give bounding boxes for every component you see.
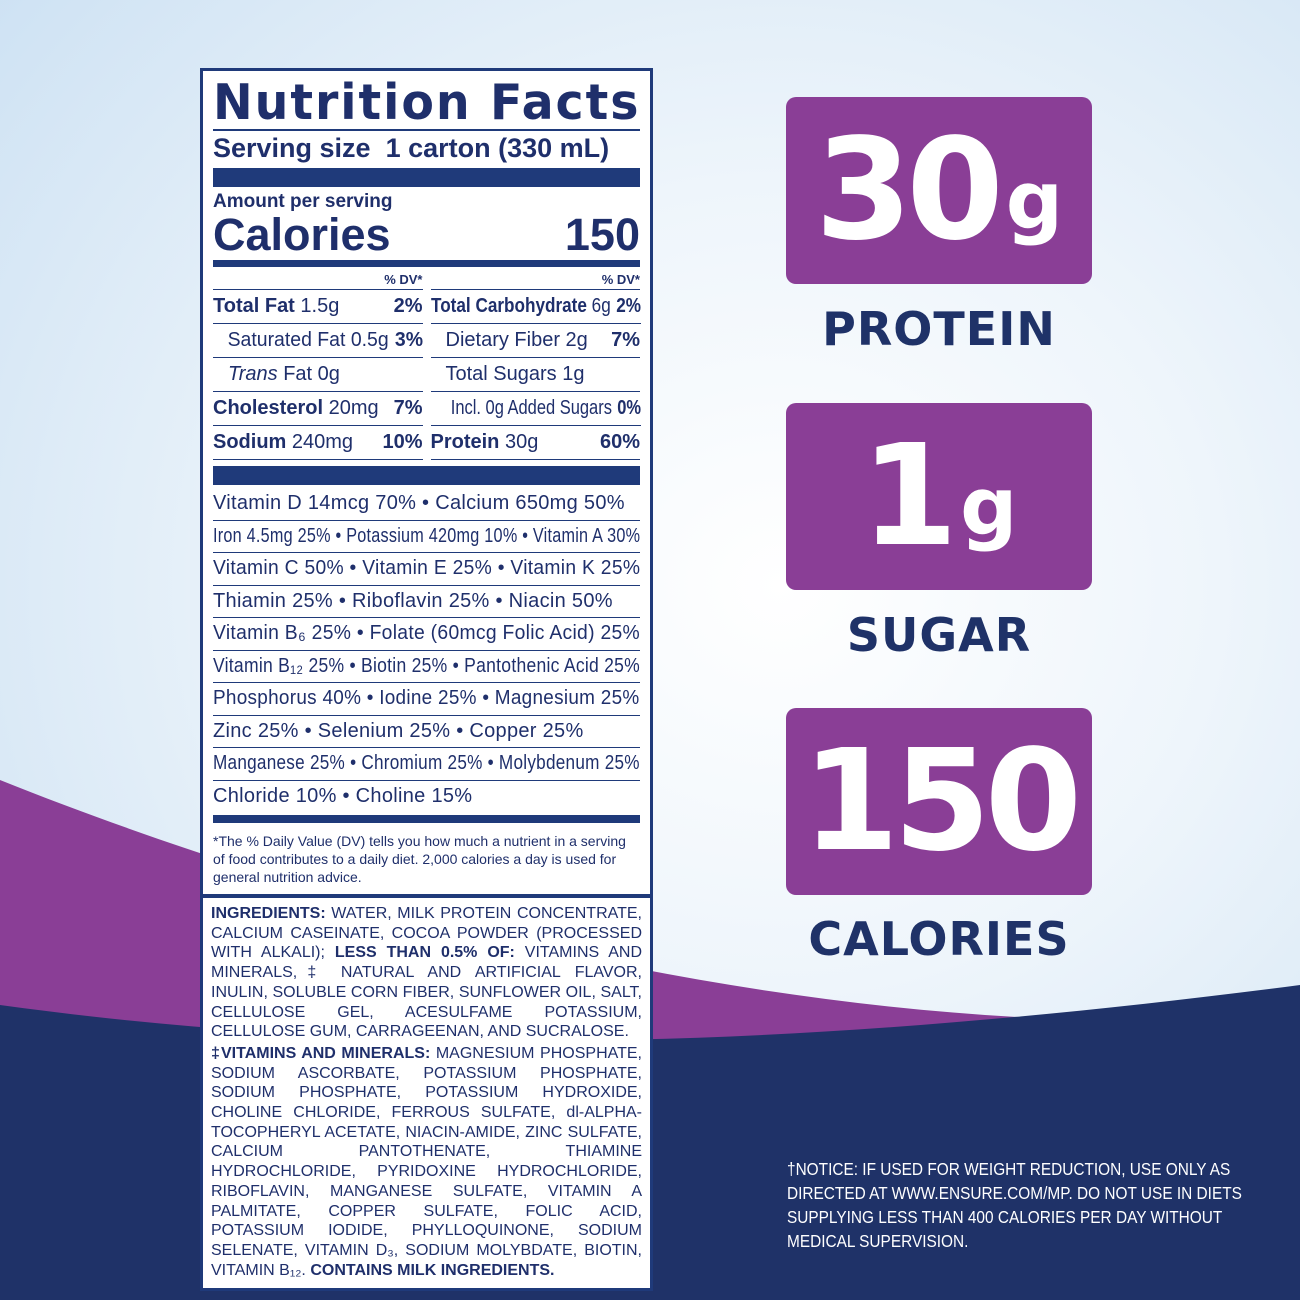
- vitamin-row: Thiamin 25% • Riboflavin 25% • Niacin 50…: [213, 586, 640, 618]
- calories-value: 150: [564, 209, 640, 260]
- nutrient-dv: 7%: [393, 397, 423, 419]
- sugar-label: SUGAR: [846, 608, 1032, 662]
- nutrient-row: Sodium 240mg 10%: [213, 426, 423, 460]
- nutrient-label: Saturated Fat: [227, 329, 346, 351]
- nutrient-label: Dietary Fiber: [445, 329, 560, 351]
- allergen-statement: CONTAINS MILK INGREDIENTS.: [310, 1261, 555, 1279]
- nutrient-row: Saturated Fat 0.5g 3%: [213, 324, 423, 358]
- dv-header: % DV*: [430, 271, 640, 290]
- nutrient-dv: 3%: [394, 329, 423, 351]
- vitamin-row: Vitamin B₁₂ 25% • Biotin 25% • Pantothen…: [213, 651, 640, 683]
- dv-header: % DV*: [213, 271, 423, 290]
- thick-divider: [213, 815, 640, 823]
- nutrient-amount: 30g: [504, 431, 539, 453]
- nutrient-dv: 0%: [616, 397, 641, 419]
- nutrient-label: Protein: [430, 431, 500, 453]
- vitamin-row: Chloride 10% • Choline 15%: [213, 784, 473, 807]
- nutrient-dv: 7%: [611, 329, 640, 351]
- nutrient-name: Total Carbohydrate 6g: [431, 290, 611, 323]
- nutrient-dv: 10%: [382, 431, 423, 453]
- nutrient-row: Cholesterol 20mg 7%: [213, 392, 423, 426]
- ingredients-panel: INGREDIENTS: WATER, MILK PROTEIN CONCENT…: [203, 894, 650, 1288]
- vitamin-row: Vitamin D 14mcg 70% • Calcium 650mg 50%: [213, 488, 640, 521]
- right-column: % DV* Total Carbohydrate 6g 2% Dietary Fibe…: [430, 267, 641, 460]
- nutrient-amount: 240mg: [291, 431, 354, 453]
- calories-badge: 150: [786, 708, 1092, 895]
- calories-badge-label: CALORIES: [808, 912, 1070, 966]
- vitamin-row: Vitamin B₆ 25% • Folate (60mcg Folic Aci…: [213, 618, 640, 651]
- vitamin-row: Manganese 25% • Chromium 25% • Molybdenu…: [213, 748, 640, 781]
- less-than-label: LESS THAN 0.5% OF:: [334, 944, 515, 962]
- nutrient-name: Total Fat 1.5g: [213, 290, 339, 323]
- left-column: % DV* Total Fat 1.5g 2% Saturated Fat 0.5g 3…: [213, 267, 423, 460]
- nutrient-label: Incl. 0g Added Sugars: [450, 397, 612, 419]
- weight-reduction-notice: †NOTICE: IF USED FOR WEIGHT REDUCTION, U…: [787, 1159, 1242, 1251]
- calories-row: Calories 150: [213, 212, 640, 267]
- nutrient-name: Trans Fat 0g: [228, 358, 340, 391]
- nutrient-label: Sodium: [213, 431, 287, 453]
- nutrient-row: Incl. 0g Added Sugars 0%: [430, 392, 641, 426]
- nutrient-name: Incl. 0g Added Sugars: [450, 392, 611, 425]
- nutrient-amount: 0.5g: [350, 329, 389, 351]
- nutrient-label: Trans: [228, 363, 278, 385]
- nutrient-columns: % DV* Total Fat 1.5g 2% Saturated Fat 0.5g 3…: [213, 267, 641, 460]
- calories-label: Calories: [213, 209, 391, 260]
- thick-divider: [213, 466, 640, 485]
- badge-unit: g: [1005, 154, 1064, 247]
- nutrient-row: Trans Fat 0g: [213, 358, 423, 392]
- nutrient-amount: 2g: [565, 329, 588, 351]
- ingredients-label: INGREDIENTS:: [211, 905, 326, 922]
- thick-divider: [213, 168, 640, 187]
- nutrient-dv: 60%: [599, 431, 640, 453]
- nutrient-name: Protein 30g: [431, 426, 539, 459]
- nutrient-label: Total Sugars: [445, 363, 557, 385]
- nutrient-row: Dietary Fiber 2g 7%: [430, 324, 640, 358]
- vitamins-list: Vitamin D 14mcg 70% • Calcium 650mg 50% I…: [213, 488, 640, 812]
- nutrient-label: Total Fat: [213, 295, 295, 317]
- nutrient-name: Sodium 240mg: [213, 426, 353, 459]
- badge-unit: g: [960, 460, 1018, 553]
- nutrition-facts-label: Nutrition Facts Serving size 1 carton (3…: [200, 68, 653, 1292]
- nutrient-amount: 20mg: [328, 397, 379, 419]
- vitamin-row: Phosphorus 40% • Iodine 25% • Magnesium …: [213, 683, 640, 716]
- nutrient-dv: 2%: [393, 295, 423, 317]
- nutrient-row: Total Fat 1.5g 2%: [213, 290, 423, 324]
- vitamins-minerals-text: MAGNESIUM PHOSPHATE, SODIUM ASCORBATE, P…: [211, 1044, 642, 1279]
- protein-label: PROTEIN: [822, 302, 1056, 356]
- nutrient-dv: 2%: [615, 295, 641, 317]
- label-title: Nutrition Facts: [213, 74, 641, 131]
- nutrient-row: Protein 30g 60%: [430, 426, 640, 460]
- serving-size: Serving size 1 carton (330 mL): [213, 133, 610, 163]
- nutrient-name: Saturated Fat 0.5g: [228, 324, 389, 357]
- vitamin-row: Vitamin C 50% • Vitamin E 25% • Vitamin …: [213, 553, 640, 586]
- nutrient-name: Cholesterol 20mg: [213, 392, 379, 425]
- nutrient-row: Total Sugars 1g: [430, 358, 640, 392]
- nutrient-label: Total Carbohydrate: [430, 295, 587, 317]
- vitamin-row: Iron 4.5mg 25% • Potassium 420mg 10% • V…: [213, 521, 640, 553]
- protein-badge: 30 g: [786, 97, 1092, 284]
- dv-footnote: *The % Daily Value (DV) tells you how mu…: [213, 833, 626, 885]
- vitamin-row: Zinc 25% • Selenium 25% • Copper 25%: [213, 716, 640, 748]
- nutrient-label: Cholesterol: [213, 397, 324, 419]
- nutrient-amount: Fat 0g: [283, 363, 340, 385]
- badge-number: 150: [801, 720, 1082, 883]
- badge-number: 30: [814, 109, 1004, 272]
- badge-number: 1: [860, 415, 958, 578]
- nutrient-amount: 1.5g: [300, 295, 340, 317]
- amount-per-serving: Amount per serving: [213, 191, 393, 212]
- nutrient-name: Total Sugars 1g: [446, 358, 585, 391]
- nutrient-row: Total Carbohydrate 6g 2%: [430, 290, 641, 324]
- vitamins-minerals-label: ‡VITAMINS AND MINERALS:: [211, 1044, 431, 1062]
- nutrient-amount: 1g: [562, 363, 585, 385]
- ingredients-text: VITAMINS AND MINERALS,‡ NATURAL AND ARTI…: [211, 944, 643, 1041]
- ingredients-text: WATER, MILK PROTEIN CONCENTRATE, CALCIUM…: [211, 905, 642, 962]
- nutrient-name: Dietary Fiber 2g: [446, 324, 588, 357]
- nutrient-amount: 6g: [591, 295, 611, 317]
